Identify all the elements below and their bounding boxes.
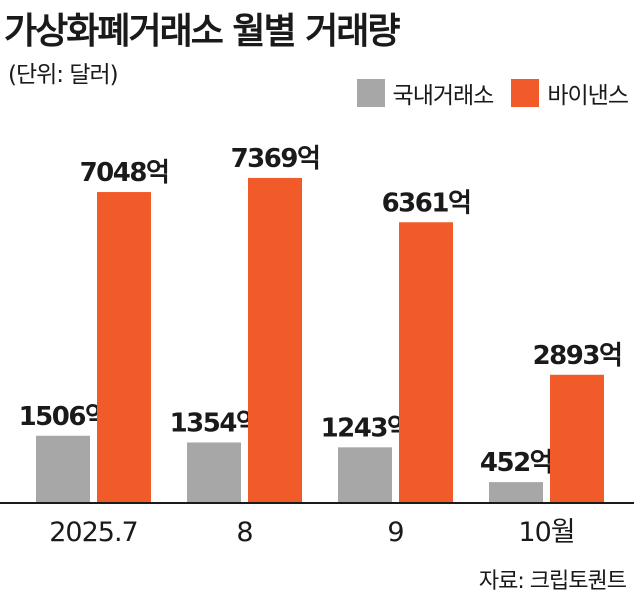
bar-binance-3 (550, 374, 604, 502)
data-label-binance-2: 6361억 (382, 188, 471, 218)
legend-label-domestic: 국내거래소 (392, 83, 495, 109)
bar-domestic-1 (187, 442, 241, 502)
data-label-domestic-1: 1354억 (170, 408, 259, 438)
data-label-domestic-0: 1506억 (19, 402, 108, 432)
legend-swatch-domestic (356, 79, 385, 107)
legend-swatch-binance (511, 79, 540, 107)
x-tick-label-2: 9 (387, 517, 403, 548)
data-label-binance-1: 7369억 (231, 144, 320, 174)
bar-domestic-0 (36, 435, 90, 502)
data-label-binance-3: 2893억 (533, 341, 622, 371)
bar-domestic-3 (489, 482, 543, 502)
bar-domestic-2 (338, 447, 392, 502)
legend: 국내거래소 바이낸스 (339, 76, 629, 110)
source-note: 자료: 크립토퀀트 (478, 569, 627, 594)
legend-label-binance: 바이낸스 (547, 83, 629, 109)
bar-binance-1 (248, 177, 302, 503)
unit-note: (단위: 달러) (8, 62, 119, 88)
data-label-binance-0: 7048억 (80, 158, 169, 188)
x-tick-label-3: 10월 (518, 517, 574, 548)
x-tick-label-1: 8 (236, 517, 252, 548)
bar-binance-2 (399, 222, 453, 503)
x-tick-label-0: 2025.7 (49, 517, 137, 548)
data-label-domestic-2: 1243억 (321, 413, 410, 443)
bar-binance-0 (97, 192, 151, 502)
legend-item-binance: 바이낸스 (511, 76, 629, 110)
legend-item-domestic: 국내거래소 (356, 76, 495, 110)
data-label-domestic-3: 452억 (480, 448, 552, 478)
chart-title: 가상화폐거래소 월별 거래량 (4, 11, 401, 52)
